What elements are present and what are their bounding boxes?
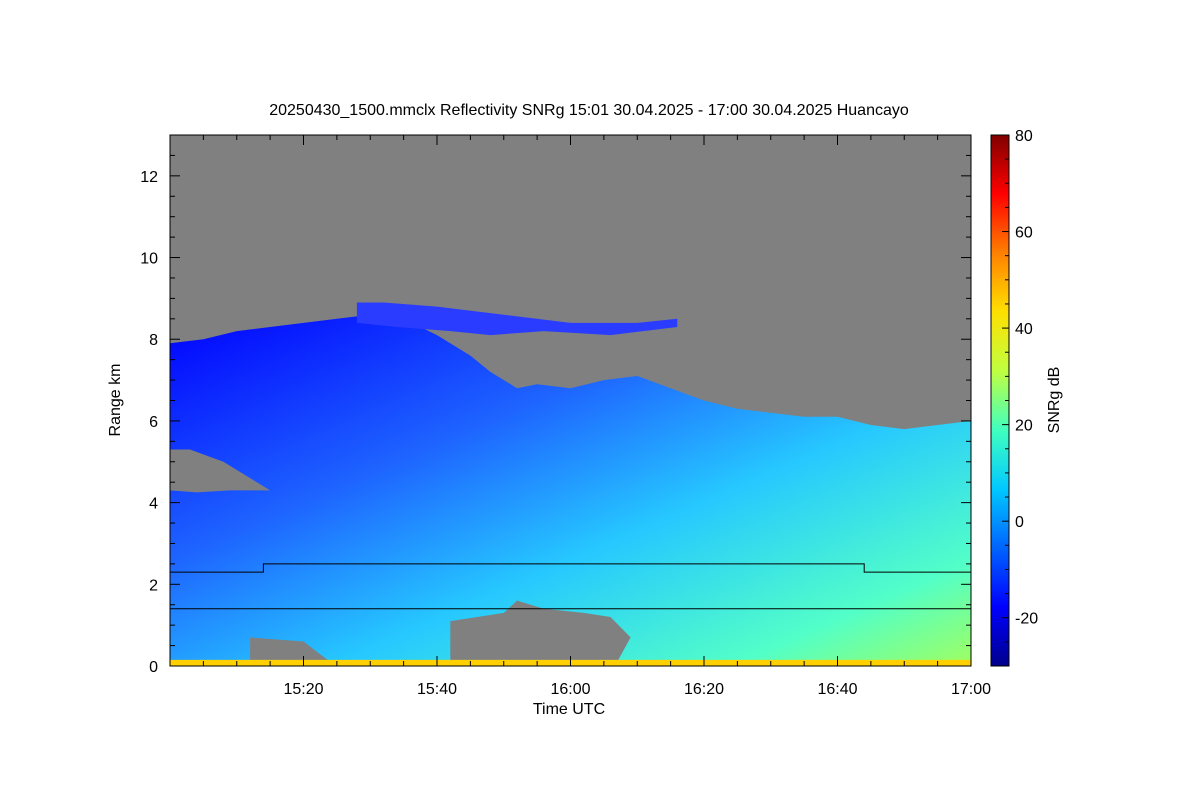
y-tick-label: 0	[149, 659, 158, 676]
colorbar-axis: -20 0 20 40 60 80	[1002, 128, 1038, 643]
x-tick-label: 15:20	[283, 681, 323, 698]
cloud-echo-region	[170, 314, 971, 666]
y-tick-label: 12	[140, 169, 158, 186]
boundary-line-upper	[170, 563, 971, 573]
no-echo-gap-lower	[450, 600, 631, 662]
colorbar-tick-label: 20	[1015, 418, 1033, 435]
colorbar-tick-label: 0	[1015, 514, 1024, 531]
chart-title: 20250430_1500.mmclx Reflectivity SNRg 15…	[269, 102, 909, 119]
no-echo-gap-bottom-left	[250, 637, 331, 662]
upper-cloud-layer	[356, 302, 678, 336]
y-tick-label: 2	[149, 577, 158, 594]
x-axis: 15:20 15:40 16:00 16:20 16:40 17:00	[202, 135, 991, 698]
y-axis: 0 2 4 6 8 10 12	[140, 154, 971, 676]
y-axis-label: Range km	[107, 364, 124, 437]
x-tick-label: 16:40	[817, 681, 857, 698]
x-tick-label: 15:40	[417, 681, 457, 698]
x-tick-label: 17:00	[951, 681, 991, 698]
x-tick-label: 16:00	[550, 681, 590, 698]
y-tick-label: 10	[140, 251, 158, 268]
plot-area	[170, 135, 971, 666]
y-tick-label: 4	[149, 496, 158, 513]
y-tick-label: 8	[149, 332, 158, 349]
no-echo-gap-upper-left	[170, 449, 271, 493]
x-axis-label: Time UTC	[533, 701, 605, 718]
y-tick-label: 6	[149, 414, 158, 431]
colorbar-tick-label: -20	[1015, 611, 1038, 628]
colorbar-tick-label: 60	[1015, 225, 1033, 242]
x-tick-label: 16:20	[684, 681, 724, 698]
colorbar-tick-label: 80	[1015, 128, 1033, 145]
colorbar-label: SNRg dB	[1046, 367, 1063, 434]
colorbar-tick-label: 40	[1015, 321, 1033, 338]
